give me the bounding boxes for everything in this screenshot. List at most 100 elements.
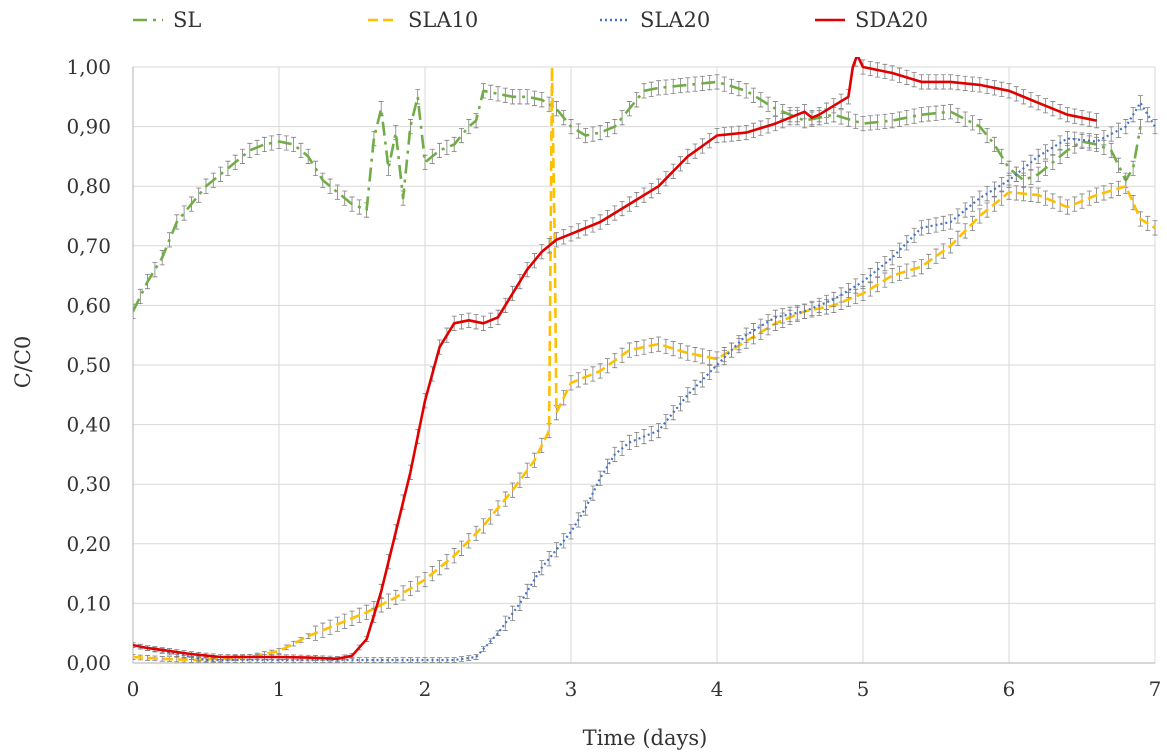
error-bar bbox=[984, 127, 990, 144]
series-area bbox=[133, 57, 1158, 663]
legend-label: SDA20 bbox=[855, 8, 928, 32]
error-bar bbox=[590, 366, 596, 382]
error-bar bbox=[137, 288, 143, 305]
error-bar bbox=[133, 654, 136, 660]
error-bar bbox=[393, 657, 399, 663]
series-sda20 bbox=[133, 57, 1100, 662]
error-bar bbox=[575, 372, 581, 388]
error-bar bbox=[1130, 160, 1136, 176]
error-bar bbox=[714, 74, 720, 90]
error-bar bbox=[466, 119, 472, 135]
error-bar bbox=[751, 87, 756, 103]
error-bar bbox=[334, 184, 340, 200]
error-bar bbox=[926, 218, 932, 234]
error-bar bbox=[133, 642, 136, 648]
y-tick-label: 0,00 bbox=[66, 651, 111, 675]
error-bar bbox=[517, 595, 523, 611]
error-bar bbox=[809, 300, 815, 316]
y-tick-label: 0,80 bbox=[66, 174, 111, 198]
error-bar bbox=[714, 357, 720, 373]
error-bar bbox=[276, 648, 282, 654]
error-bar bbox=[970, 115, 975, 131]
y-tick-label: 0,40 bbox=[66, 413, 111, 437]
x-axis-title: Time (days) bbox=[583, 726, 708, 750]
error-bar bbox=[758, 318, 764, 334]
y-axis-title: C/C0 bbox=[11, 336, 35, 389]
error-bar bbox=[1116, 122, 1121, 138]
error-bar bbox=[415, 89, 421, 105]
error-bar bbox=[853, 113, 859, 129]
x-tick-label: 2 bbox=[419, 677, 432, 701]
error-bar bbox=[889, 113, 895, 129]
error-bar bbox=[524, 89, 530, 105]
series-line-sl bbox=[133, 80, 1142, 312]
error-bar bbox=[1130, 195, 1136, 211]
error-bar bbox=[298, 142, 304, 158]
legend-label: SLA10 bbox=[408, 8, 478, 32]
error-bar bbox=[356, 657, 362, 663]
error-bar bbox=[597, 470, 603, 486]
y-tick-label: 1,00 bbox=[66, 55, 111, 79]
error-bar bbox=[159, 656, 165, 662]
error-bar bbox=[656, 80, 662, 96]
x-tick-label: 6 bbox=[1003, 677, 1016, 701]
error-bar bbox=[532, 572, 537, 588]
error-bar bbox=[553, 101, 559, 117]
error-bar bbox=[634, 431, 640, 448]
error-bar bbox=[451, 657, 457, 663]
error-bar bbox=[378, 657, 384, 663]
error-bar bbox=[962, 111, 968, 127]
series-line-sda20 bbox=[133, 57, 1097, 661]
y-tick-label: 0,70 bbox=[66, 234, 111, 258]
error-bar bbox=[517, 89, 523, 105]
error-bar bbox=[1152, 119, 1158, 135]
error-bar bbox=[291, 640, 297, 647]
y-tick-label: 0,60 bbox=[66, 293, 111, 317]
error-bar bbox=[459, 540, 464, 556]
axes: 0,00 0,10 0,20 0,30 0,40 0,50 0,60 0,70 0,80 0,90… bbox=[66, 55, 1161, 701]
error-bar bbox=[999, 177, 1005, 193]
error-bar bbox=[1057, 196, 1063, 212]
error-bar bbox=[327, 178, 333, 194]
error-bar bbox=[1006, 172, 1012, 188]
error-bar bbox=[977, 208, 983, 224]
error-bar bbox=[991, 136, 997, 153]
error-bar bbox=[473, 654, 479, 660]
error-bar bbox=[904, 263, 910, 279]
error-bar bbox=[780, 308, 786, 324]
error-bar bbox=[641, 339, 647, 355]
error-bar bbox=[133, 303, 136, 319]
error-bar bbox=[597, 125, 603, 141]
error-bar bbox=[977, 190, 983, 206]
x-tick-label: 0 bbox=[127, 677, 140, 701]
error-bar bbox=[196, 187, 202, 203]
error-bar bbox=[261, 136, 267, 153]
error-bar bbox=[918, 259, 924, 275]
error-bar bbox=[444, 139, 450, 156]
error-bar bbox=[371, 657, 377, 663]
error-bar bbox=[699, 348, 705, 364]
error-bar bbox=[897, 242, 902, 258]
error-bar bbox=[459, 127, 464, 144]
error-bar bbox=[422, 657, 428, 663]
error-bar bbox=[305, 633, 311, 639]
error-bar bbox=[240, 148, 245, 164]
y-tick-label: 0,50 bbox=[66, 353, 111, 377]
error-bar bbox=[1152, 220, 1158, 236]
error-bar bbox=[670, 405, 676, 421]
error-bar bbox=[247, 142, 253, 158]
error-bar bbox=[882, 256, 888, 272]
error-bar bbox=[889, 250, 895, 266]
error-bar bbox=[948, 104, 954, 120]
error-bar bbox=[962, 202, 968, 218]
error-bar bbox=[181, 205, 187, 221]
error-bar bbox=[670, 341, 676, 357]
error-bar bbox=[145, 655, 151, 661]
error-bar bbox=[291, 136, 297, 153]
x-tick-label: 1 bbox=[273, 677, 286, 701]
error-bar bbox=[685, 387, 691, 403]
error-bar bbox=[488, 84, 494, 100]
error-bar bbox=[568, 524, 574, 540]
error-bar bbox=[619, 110, 625, 126]
error-bar bbox=[605, 458, 610, 474]
